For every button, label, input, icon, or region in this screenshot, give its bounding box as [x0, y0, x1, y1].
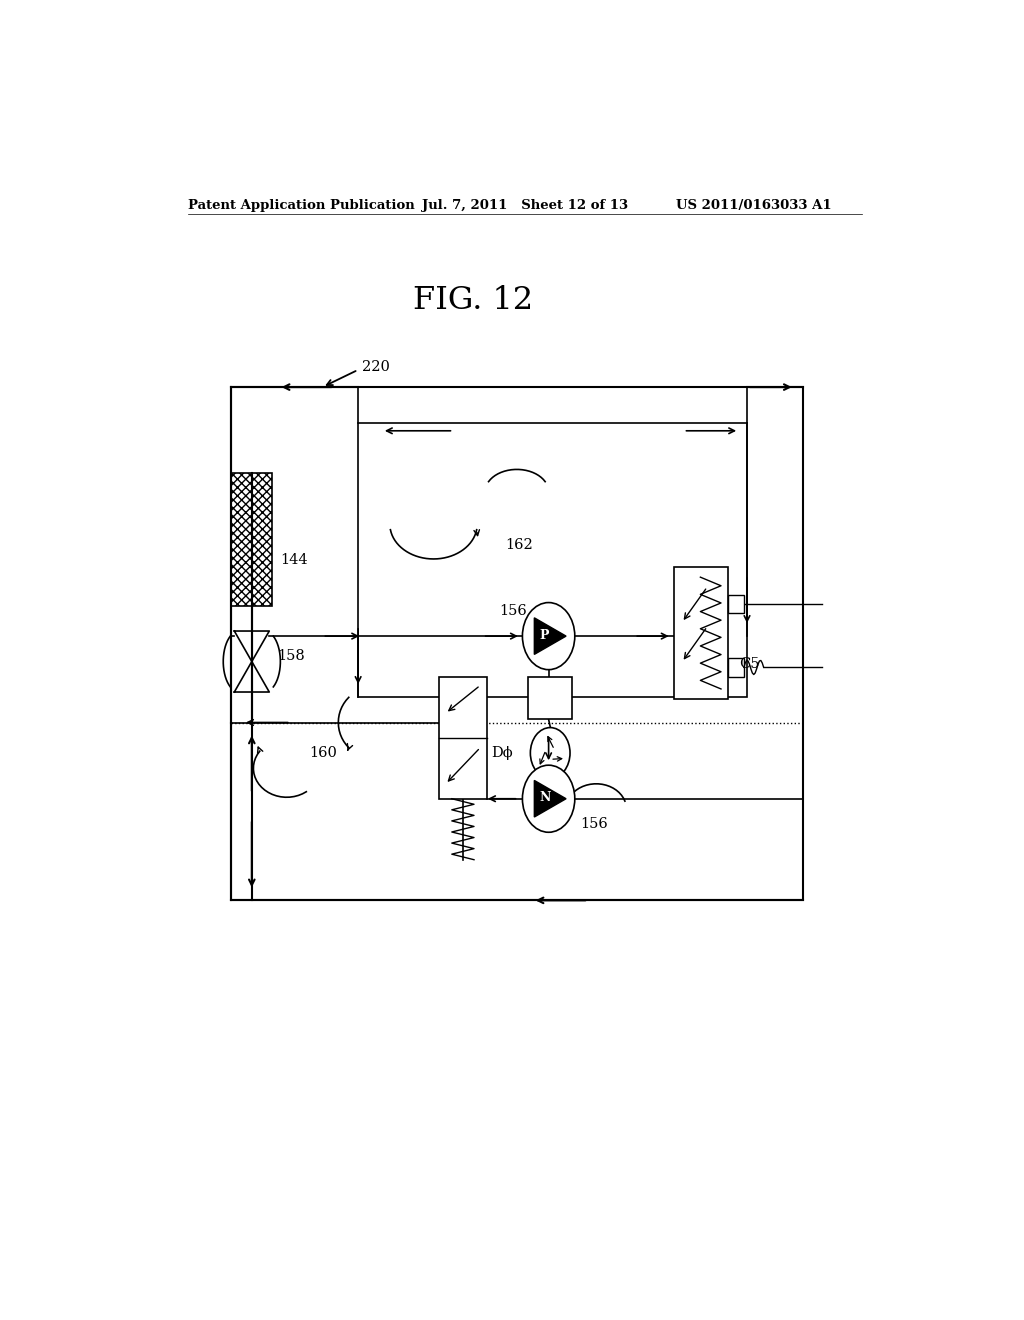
Text: Jul. 7, 2011   Sheet 12 of 13: Jul. 7, 2011 Sheet 12 of 13 [422, 199, 628, 213]
Polygon shape [535, 780, 566, 817]
Text: FIG. 12: FIG. 12 [413, 285, 534, 317]
Text: Patent Application Publication: Patent Application Publication [187, 199, 415, 213]
Bar [674, 568, 728, 700]
Bar [231, 474, 272, 606]
Text: 220: 220 [362, 360, 390, 374]
Circle shape [522, 602, 574, 669]
Text: 156: 156 [581, 817, 608, 832]
Text: 144: 144 [281, 553, 308, 566]
Bar [728, 659, 743, 677]
Bar [528, 677, 571, 719]
Text: N: N [539, 791, 550, 804]
Circle shape [530, 727, 570, 779]
Text: P: P [540, 628, 550, 642]
Polygon shape [535, 618, 566, 655]
Text: 158: 158 [278, 649, 305, 664]
Bar [728, 595, 743, 612]
Text: C5: C5 [739, 656, 760, 671]
Bar [231, 387, 803, 900]
Text: US 2011/0163033 A1: US 2011/0163033 A1 [676, 199, 831, 213]
Circle shape [522, 766, 574, 833]
Text: 162: 162 [505, 537, 532, 552]
Bar [439, 677, 486, 799]
Bar [358, 422, 748, 697]
Text: 156: 156 [500, 603, 527, 618]
Text: 160: 160 [309, 746, 337, 760]
Text: Dϕ: Dϕ [492, 746, 513, 760]
